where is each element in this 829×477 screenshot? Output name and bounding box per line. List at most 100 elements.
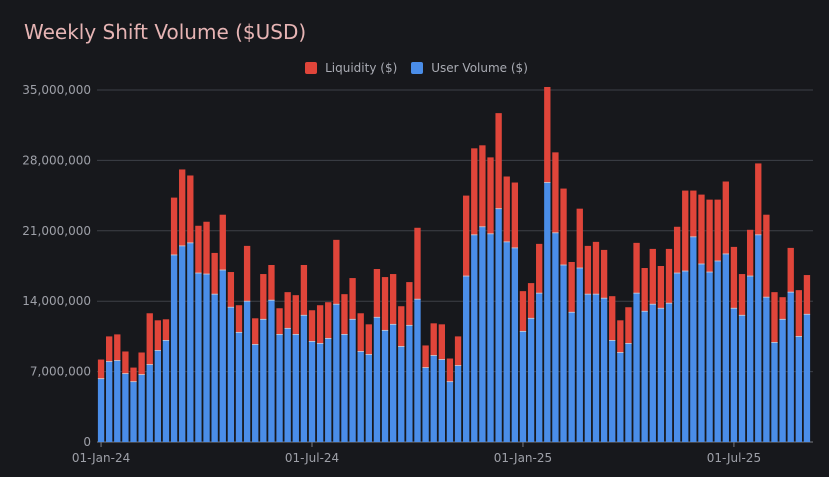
bar-user-volume <box>746 276 754 442</box>
bar-liquidity <box>146 313 153 365</box>
bar-user-volume <box>316 343 324 442</box>
bar-liquidity <box>195 225 202 274</box>
bar-user-volume <box>276 334 283 442</box>
bar-liquidity <box>795 290 802 337</box>
bar-user-volume <box>146 364 153 442</box>
bar-liquidity <box>211 252 218 295</box>
bar-liquidity <box>414 227 421 300</box>
y-tick-label: 7,000,000 <box>30 365 91 379</box>
bar-liquidity <box>471 148 478 235</box>
bar-liquidity <box>746 229 754 277</box>
bar-user-volume <box>211 294 218 442</box>
bar-liquidity <box>316 305 324 344</box>
bar-liquidity <box>97 359 105 379</box>
bar-user-volume <box>803 314 811 442</box>
bar-liquidity <box>179 169 186 246</box>
bar-user-volume <box>649 304 656 442</box>
bar-liquidity <box>446 358 454 382</box>
bar-liquidity <box>114 334 121 361</box>
bar-liquidity <box>430 323 437 356</box>
bar-user-volume <box>706 272 713 442</box>
y-tick-label: 14,000,000 <box>22 294 91 308</box>
bar-user-volume <box>714 260 721 442</box>
bar-liquidity <box>503 176 510 242</box>
bar-liquidity <box>243 245 251 302</box>
bar-user-volume <box>576 268 583 442</box>
bar-liquidity <box>227 272 235 308</box>
bar-user-volume <box>252 344 259 442</box>
bar-user-volume <box>219 270 226 442</box>
bar-user-volume <box>471 234 478 442</box>
bar-user-volume <box>609 340 616 442</box>
bar-user-volume <box>162 340 170 442</box>
bar-liquidity <box>779 297 786 320</box>
bar-liquidity <box>730 246 738 309</box>
legend-item-liquidity[interactable]: Liquidity ($) <box>305 61 397 75</box>
bar-user-volume <box>398 346 405 442</box>
bar-liquidity <box>268 264 275 301</box>
bar-user-volume <box>552 232 559 442</box>
bar-user-volume <box>414 299 421 442</box>
bar-liquidity <box>487 157 494 234</box>
bar-liquidity <box>495 113 502 209</box>
bar-user-volume <box>187 242 194 442</box>
bar-user-volume <box>536 293 543 442</box>
bar-user-volume <box>755 234 762 442</box>
bar-user-volume <box>487 233 494 442</box>
bar-liquidity <box>649 248 656 305</box>
bar-user-volume <box>560 264 567 442</box>
bar-user-volume <box>738 315 746 442</box>
bar-user-volume <box>519 331 527 442</box>
bar-user-volume <box>373 317 381 442</box>
bar-liquidity <box>722 181 729 254</box>
legend-swatch-user-volume <box>411 62 424 74</box>
bar-user-volume <box>243 301 251 442</box>
bar-liquidity <box>260 274 267 320</box>
bar-liquidity <box>690 190 697 237</box>
bar-user-volume <box>341 334 348 442</box>
bar-liquidity <box>609 296 616 341</box>
bar-user-volume <box>763 297 770 442</box>
bar-user-volume <box>235 332 243 442</box>
bar-user-volume <box>779 319 786 442</box>
bar-user-volume <box>106 361 113 442</box>
bar-user-volume <box>600 298 608 442</box>
bar-user-volume <box>114 360 121 442</box>
bar-liquidity <box>373 269 381 318</box>
legend-item-user-volume[interactable]: User Volume ($) <box>411 61 528 75</box>
bar-user-volume <box>179 245 186 442</box>
bar-liquidity <box>633 242 640 294</box>
bar-liquidity <box>170 197 178 255</box>
bar-user-volume <box>495 208 502 442</box>
bar-liquidity <box>276 308 283 335</box>
bar-user-volume <box>463 276 470 442</box>
bar-liquidity <box>325 302 332 339</box>
bar-user-volume <box>665 303 673 442</box>
bar-liquidity <box>398 306 405 347</box>
bar-user-volume <box>446 381 454 442</box>
bar-user-volume <box>657 308 665 442</box>
bar-user-volume <box>260 319 267 442</box>
bar-liquidity <box>544 86 551 183</box>
bar-user-volume <box>357 351 364 442</box>
bar-user-volume <box>389 324 397 442</box>
bar-liquidity <box>381 277 389 331</box>
legend-label-user-volume: User Volume ($) <box>431 61 528 75</box>
bar-user-volume <box>203 274 210 442</box>
bar-liquidity <box>187 175 194 243</box>
bar-liquidity <box>625 307 632 344</box>
bar-liquidity <box>235 305 243 333</box>
bar-liquidity <box>406 282 413 326</box>
bar-liquidity <box>284 292 291 329</box>
y-tick-label: 21,000,000 <box>22 224 91 238</box>
legend-label-liquidity: Liquidity ($) <box>325 61 398 75</box>
bar-liquidity <box>463 195 470 277</box>
bar-user-volume <box>154 350 162 442</box>
bar-user-volume <box>641 311 648 442</box>
bar-user-volume <box>592 294 600 442</box>
bar-user-volume <box>325 338 332 442</box>
bar-user-volume <box>422 367 429 442</box>
bar-user-volume <box>381 330 389 442</box>
bar-user-volume <box>292 334 299 442</box>
